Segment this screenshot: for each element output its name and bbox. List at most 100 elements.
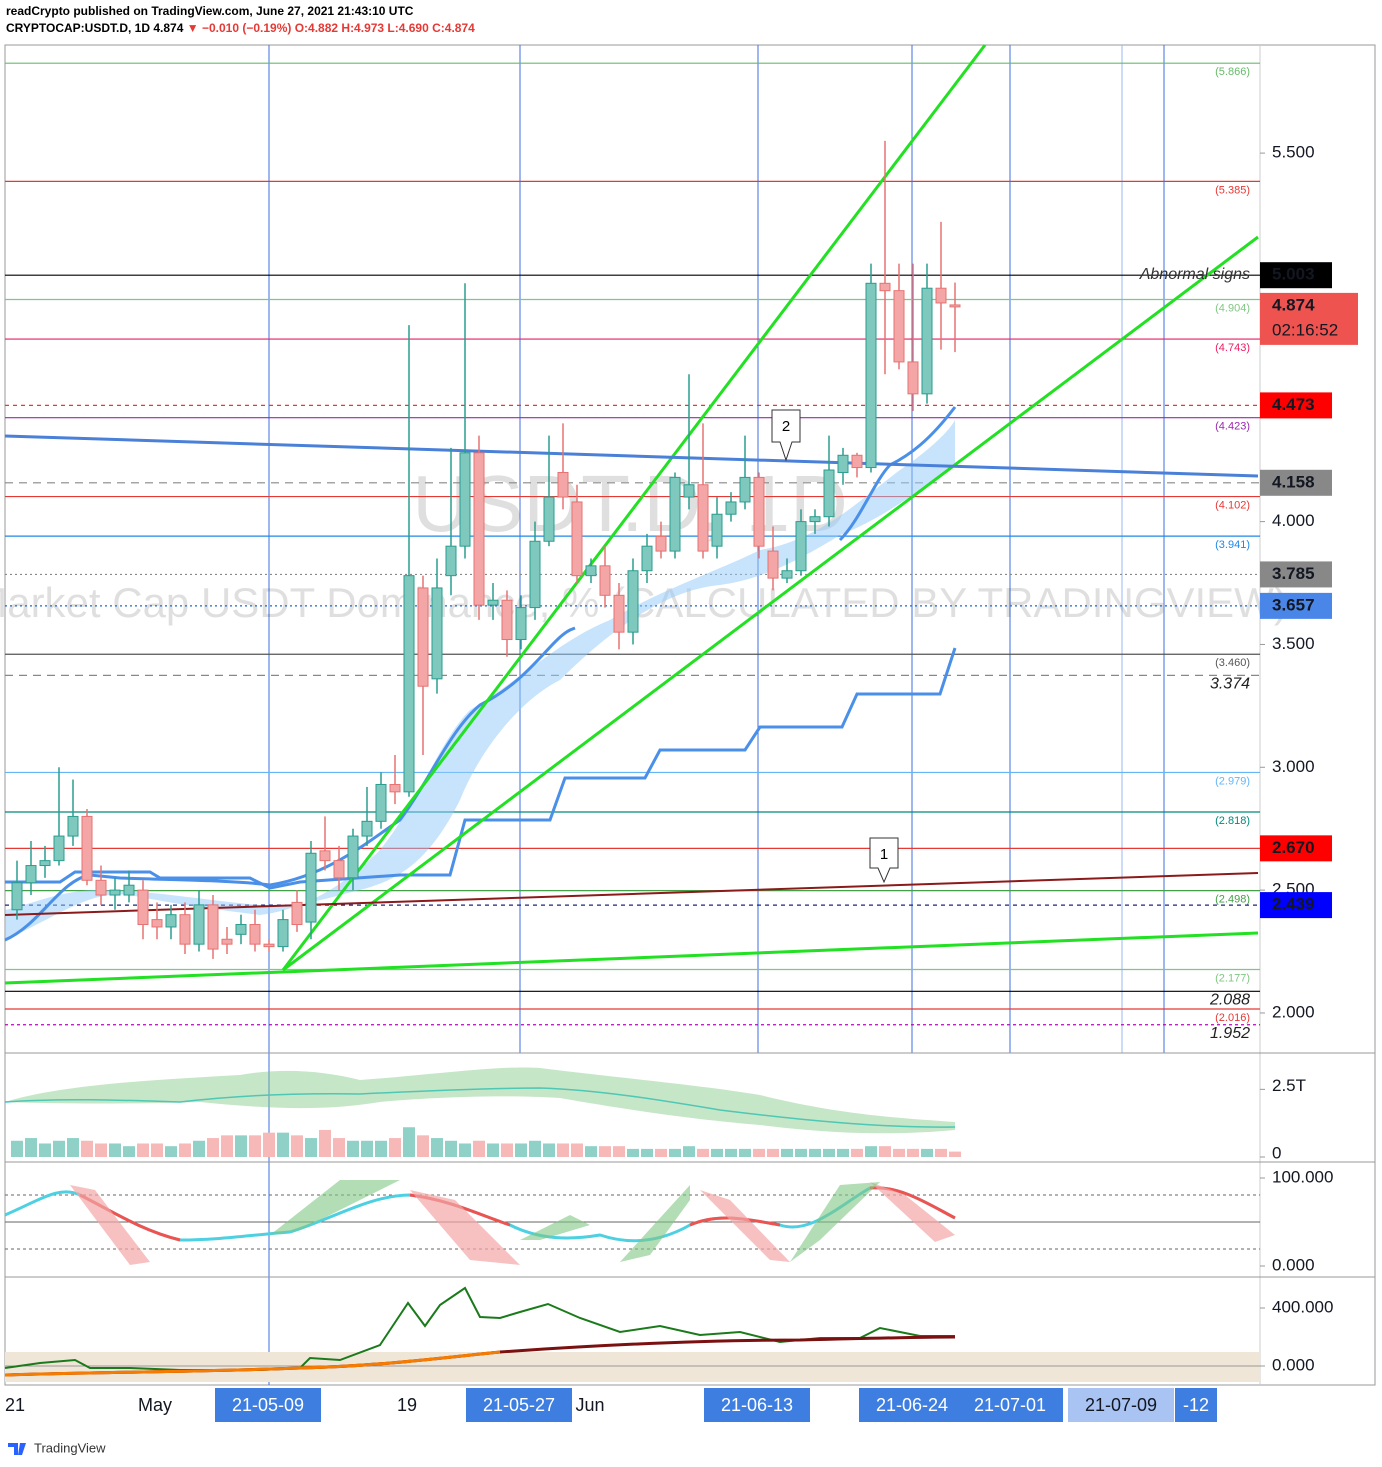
- candle: [823, 435, 835, 527]
- candle: [683, 374, 695, 510]
- publisher: readCrypto published on TradingView.com,…: [6, 4, 414, 18]
- volume-bar: [893, 1148, 905, 1157]
- candles: [11, 140, 961, 959]
- volume-bar: [109, 1143, 121, 1157]
- candle-body: [515, 607, 527, 641]
- volume-bar: [473, 1140, 485, 1157]
- volume-bar: [487, 1143, 499, 1157]
- level-label: (2.498): [1215, 894, 1250, 906]
- price-badge: [1260, 892, 1332, 919]
- candle-body: [935, 287, 947, 304]
- candle: [319, 816, 331, 871]
- volume-bar: [333, 1138, 345, 1157]
- volume-bar: [151, 1143, 163, 1157]
- candle: [767, 526, 779, 591]
- candle-body: [725, 501, 737, 515]
- candle: [949, 282, 961, 353]
- candle: [25, 840, 37, 896]
- candle-body: [837, 454, 849, 473]
- symbol: CRYPTOCAP:USDT.D, 1D 4.874 ▼ −0.010 (−0.…: [6, 21, 475, 35]
- volume-bar: [515, 1143, 527, 1157]
- candle-body: [151, 919, 163, 928]
- volume-bar: [95, 1143, 107, 1157]
- candle: [39, 845, 51, 878]
- volume-bar: [949, 1151, 961, 1157]
- candle: [347, 828, 359, 891]
- y-tick-label: 4.000: [1272, 511, 1315, 530]
- candle: [879, 140, 891, 375]
- volume-bar: [403, 1127, 415, 1157]
- x-label-box: [859, 1388, 965, 1422]
- volume-bar: [809, 1148, 821, 1157]
- price-badge-label: 3.657: [1272, 595, 1315, 614]
- candle-body: [235, 924, 247, 935]
- candle: [501, 590, 513, 657]
- price-badge: [1260, 292, 1358, 345]
- candle: [669, 472, 681, 559]
- x-tick-label: 21: [5, 1395, 25, 1415]
- candle: [473, 435, 485, 620]
- candle: [739, 435, 751, 510]
- x-tick-label: 21-07-09: [1085, 1395, 1157, 1415]
- x-axis: 21 May 21-05-09 19 21-05-27 Jun 21-06-13 21-06-…: [5, 1388, 1217, 1422]
- osc-fill: [270, 1180, 880, 1262]
- candle-body: [487, 599, 499, 606]
- y-tick-label: 400.000: [1272, 1297, 1333, 1316]
- candle-body: [907, 361, 919, 395]
- candle: [921, 263, 933, 404]
- candle: [193, 890, 205, 952]
- volume-bar: [319, 1129, 331, 1157]
- candle-body: [137, 889, 149, 926]
- candle: [333, 845, 345, 891]
- candle: [851, 452, 863, 478]
- level-label: (4.423): [1215, 421, 1250, 433]
- volume-bar: [767, 1148, 779, 1157]
- band: [5, 1067, 955, 1134]
- level-label: (4.102): [1215, 499, 1250, 511]
- candle-body: [893, 290, 905, 363]
- candle: [179, 902, 191, 954]
- candle: [305, 840, 317, 940]
- y-tick-label: 2.000: [1272, 1002, 1315, 1021]
- volume-bar: [585, 1146, 597, 1157]
- level-label: 1.952: [1210, 1025, 1250, 1042]
- volume-pane: [4, 1067, 961, 1157]
- candle: [11, 860, 23, 920]
- trendline: [281, 44, 987, 971]
- candle: [557, 423, 569, 510]
- candle-body: [109, 889, 121, 896]
- volume-bar: [501, 1143, 513, 1157]
- volume-bar: [865, 1146, 877, 1157]
- volume-bar: [53, 1140, 65, 1157]
- candle: [837, 447, 849, 485]
- volume-bar: [179, 1143, 191, 1157]
- volume-bar: [165, 1146, 177, 1157]
- candle-body: [781, 570, 793, 579]
- candle: [585, 558, 597, 584]
- candle-body: [739, 476, 751, 503]
- callout-box: [771, 409, 801, 462]
- level-label: (5.866): [1215, 66, 1250, 78]
- level-label: (5.385): [1215, 184, 1250, 196]
- candle-body: [753, 476, 765, 547]
- volume-bar: [753, 1148, 765, 1157]
- price-badge-label: 2.439: [1272, 895, 1315, 914]
- volume-bar: [725, 1148, 737, 1157]
- candle-body: [263, 943, 275, 948]
- candle-body: [655, 535, 667, 552]
- volume-bar: [851, 1148, 863, 1157]
- volume-bar: [543, 1143, 555, 1157]
- volume-bar: [613, 1146, 625, 1157]
- price-badge-label: 3.785: [1272, 564, 1315, 583]
- volume-bar: [347, 1140, 359, 1157]
- volume-bar: [879, 1146, 891, 1157]
- candle: [445, 447, 457, 596]
- x-tick-label: Jun: [575, 1395, 604, 1415]
- oscillator-2: [4, 1286, 1260, 1382]
- candle: [81, 809, 93, 886]
- candle-body: [473, 452, 485, 606]
- volume-bar: [25, 1138, 37, 1157]
- watermark: USDT.D, 1D: [412, 459, 848, 548]
- candle: [725, 492, 737, 522]
- candle-body: [123, 884, 135, 896]
